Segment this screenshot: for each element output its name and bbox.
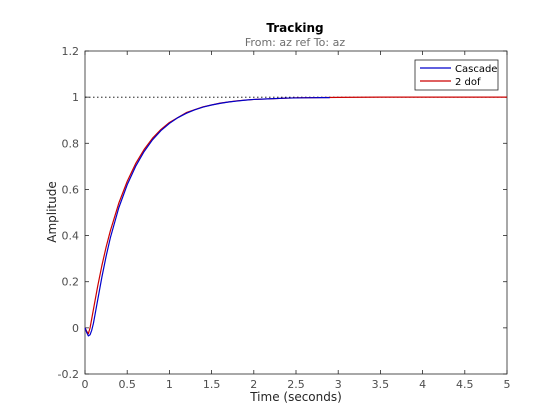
y-tick-label: 0.8 [62, 137, 80, 150]
legend-label-2-dof: 2 dof [455, 77, 481, 88]
x-tick-label: 4 [419, 378, 426, 391]
y-tick-label: 0.2 [62, 276, 80, 289]
y-tick-label: 1 [72, 91, 79, 104]
x-tick-label: 1 [166, 378, 173, 391]
legend-label-cascade: Cascade [455, 64, 497, 75]
plot-area [84, 50, 508, 375]
x-tick-label: 0 [82, 378, 89, 391]
x-tick-label: 3 [335, 378, 342, 391]
x-tick-label: 3.5 [372, 378, 390, 391]
legend: Cascade 2 dof [414, 59, 499, 91]
x-tick-label: 0.5 [118, 378, 136, 391]
y-tick-label: 0.6 [62, 183, 80, 196]
x-tick-label: 2 [250, 378, 257, 391]
chart-title: Tracking [266, 21, 323, 35]
plot-layer: 0 0.5 1 1.5 2 2.5 3 3.5 4 4.5 5-0.200.20.40.60.811… [58, 45, 511, 391]
chart-subtitle: From: az ref To: az [245, 36, 345, 49]
x-tick-label: 4.5 [456, 378, 474, 391]
y-axis-label: Amplitude [45, 181, 59, 243]
y-tick-label: 1.2 [62, 45, 80, 58]
y-tick-label: 0 [72, 322, 79, 335]
legend-box [414, 59, 499, 91]
x-tick-label: 5 [504, 378, 511, 391]
x-tick-label: 2.5 [287, 378, 305, 391]
series-line-cascade [84, 96, 330, 337]
x-tick-label: 1.5 [203, 378, 221, 391]
y-tick-label: 0.4 [62, 230, 80, 243]
y-tick-label: -0.2 [58, 368, 79, 381]
x-axis-label: Time (seconds) [249, 390, 342, 404]
